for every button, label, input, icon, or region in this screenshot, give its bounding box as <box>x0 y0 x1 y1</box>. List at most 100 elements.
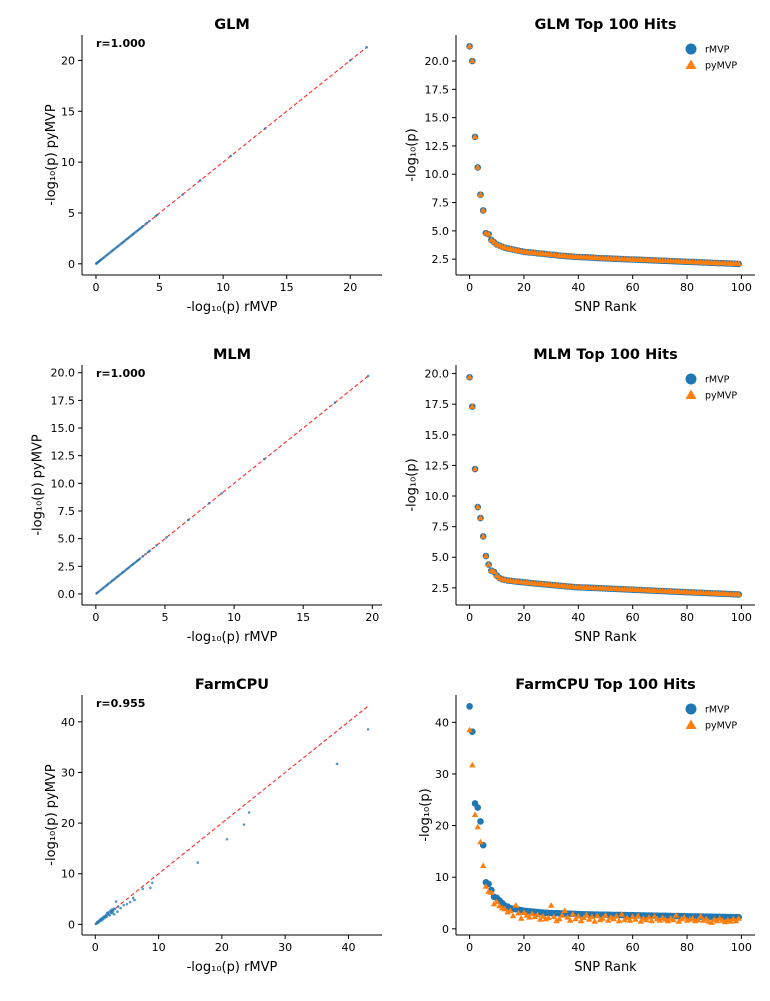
legend-marker-rmvp <box>685 373 697 385</box>
x-tick-label: 40 <box>571 941 585 954</box>
scatter-point <box>196 861 200 864</box>
y-tick-label: 15.0 <box>425 429 450 442</box>
y-tick-label: 7.5 <box>432 197 450 210</box>
y-axis-label: -log₁₀(p) <box>405 128 420 181</box>
legend-marker-pymvp <box>685 389 697 399</box>
panel-title: GLM Top 100 Hits <box>535 17 677 33</box>
y-tick-label: 2.5 <box>432 253 450 266</box>
x-tick-label: 30 <box>278 941 292 954</box>
x-tick-label: 5 <box>161 611 168 624</box>
pymvp-point <box>520 909 528 916</box>
x-tick-label: 0 <box>466 941 473 954</box>
panel-title: FarmCPU <box>195 677 269 693</box>
pymvp-point <box>689 915 696 921</box>
scatter-point <box>220 491 223 495</box>
legend-label-pymvp: pyMVP <box>705 61 737 72</box>
y-tick-label: 0 <box>442 923 449 936</box>
legend-label-rmvp: rMVP <box>705 705 730 716</box>
pymvp-point <box>477 191 484 197</box>
scatter-point <box>106 911 109 915</box>
pymvp-point <box>624 914 631 921</box>
x-tick-label: 20 <box>517 941 531 954</box>
panel-4: MLM Top 100 Hits 0 20 40 60 80 100 2.5 5.0 7.5 10.… <box>405 347 755 645</box>
pymvp-point <box>556 915 563 922</box>
x-tick-label: 0 <box>466 281 473 294</box>
pymvp-point <box>550 913 558 920</box>
pymvp-point <box>564 914 571 920</box>
pymvp-point <box>479 862 487 869</box>
y-tick-label: 17.5 <box>425 83 450 96</box>
pymvp-point <box>512 902 520 908</box>
pymvp-point <box>591 918 598 924</box>
pymvp-point <box>490 568 498 575</box>
y-tick-label: 20 <box>61 54 75 67</box>
scatter-point <box>149 886 152 890</box>
y-tick-label: 30 <box>435 768 449 781</box>
pymvp-point <box>471 811 479 817</box>
panel-3: MLM 0 5 10 15 20 0.0 2.5 5.0 7.5 10.0 12.5 15.0 17.5 2… <box>31 347 382 645</box>
pymvp-point <box>681 914 688 920</box>
panel-title: MLM <box>213 347 251 363</box>
pymvp-point <box>615 917 623 924</box>
identity-line <box>95 46 368 265</box>
correlation-annotation: r=0.955 <box>96 697 145 710</box>
scatter-point <box>141 555 145 558</box>
pymvp-point <box>648 917 655 924</box>
pymvp-point <box>602 911 609 918</box>
panel-6: FarmCPU Top 100 Hits 0 20 40 60 80 100 0 10 20 30 4… <box>418 677 755 975</box>
x-tick-label: 40 <box>341 941 355 954</box>
pymvp-point <box>588 913 596 920</box>
y-tick-label: 12.5 <box>425 140 450 153</box>
y-axis-label: -log₁₀(p) pyMVP <box>44 104 59 206</box>
scatter-point <box>112 907 115 910</box>
y-tick-label: 10 <box>435 871 449 884</box>
scatter-point <box>116 910 119 914</box>
scatter-point <box>229 154 233 158</box>
scatter-point <box>225 838 229 841</box>
x-tick-label: 100 <box>731 611 752 624</box>
scatter-point <box>263 127 267 130</box>
x-axis-label: SNP Rank <box>574 630 637 645</box>
identity-line <box>94 705 369 925</box>
pymvp-point <box>528 910 536 917</box>
pymvp-point <box>558 911 566 918</box>
pymvp-point <box>604 917 612 923</box>
pymvp-point <box>474 503 481 510</box>
pymvp-point <box>466 42 473 49</box>
x-tick-label: 80 <box>680 941 694 954</box>
scatter-point <box>155 543 158 547</box>
x-tick-label: 20 <box>517 281 531 294</box>
scatter-point <box>116 905 120 908</box>
pymvp-point <box>629 913 636 920</box>
pymvp-point <box>702 915 710 922</box>
x-axis-label: -log₁₀(p) rMVP <box>187 960 278 975</box>
scatter-point <box>144 552 147 556</box>
x-tick-label: 15 <box>296 611 310 624</box>
pymvp-point <box>526 914 533 920</box>
panel-title: MLM Top 100 Hits <box>533 347 677 363</box>
y-tick-label: 7.5 <box>58 505 76 518</box>
pymvp-point <box>569 910 577 917</box>
y-axis-label: -log₁₀(p) <box>418 788 433 841</box>
pymvp-point <box>672 911 680 918</box>
pymvp-point <box>493 898 501 905</box>
x-tick-label: 80 <box>680 611 694 624</box>
y-tick-label: 2.5 <box>432 582 450 595</box>
y-tick-label: 5 <box>68 207 75 220</box>
pymvp-point <box>493 572 501 578</box>
x-tick-label: 20 <box>215 941 229 954</box>
scatter-point <box>122 903 126 907</box>
scatter-point <box>119 906 122 910</box>
pymvp-point <box>469 403 476 409</box>
y-axis-label: -log₁₀(p) pyMVP <box>31 434 46 536</box>
pymvp-point <box>547 902 555 908</box>
pymvp-point <box>479 207 487 213</box>
pymvp-point <box>708 919 715 925</box>
pymvp-point <box>509 912 517 919</box>
pymvp-point <box>700 917 707 923</box>
y-tick-label: 20.0 <box>425 55 450 68</box>
y-tick-label: 17.5 <box>51 394 76 407</box>
pymvp-point <box>618 910 626 917</box>
legend-label-rmvp: rMVP <box>705 45 730 56</box>
